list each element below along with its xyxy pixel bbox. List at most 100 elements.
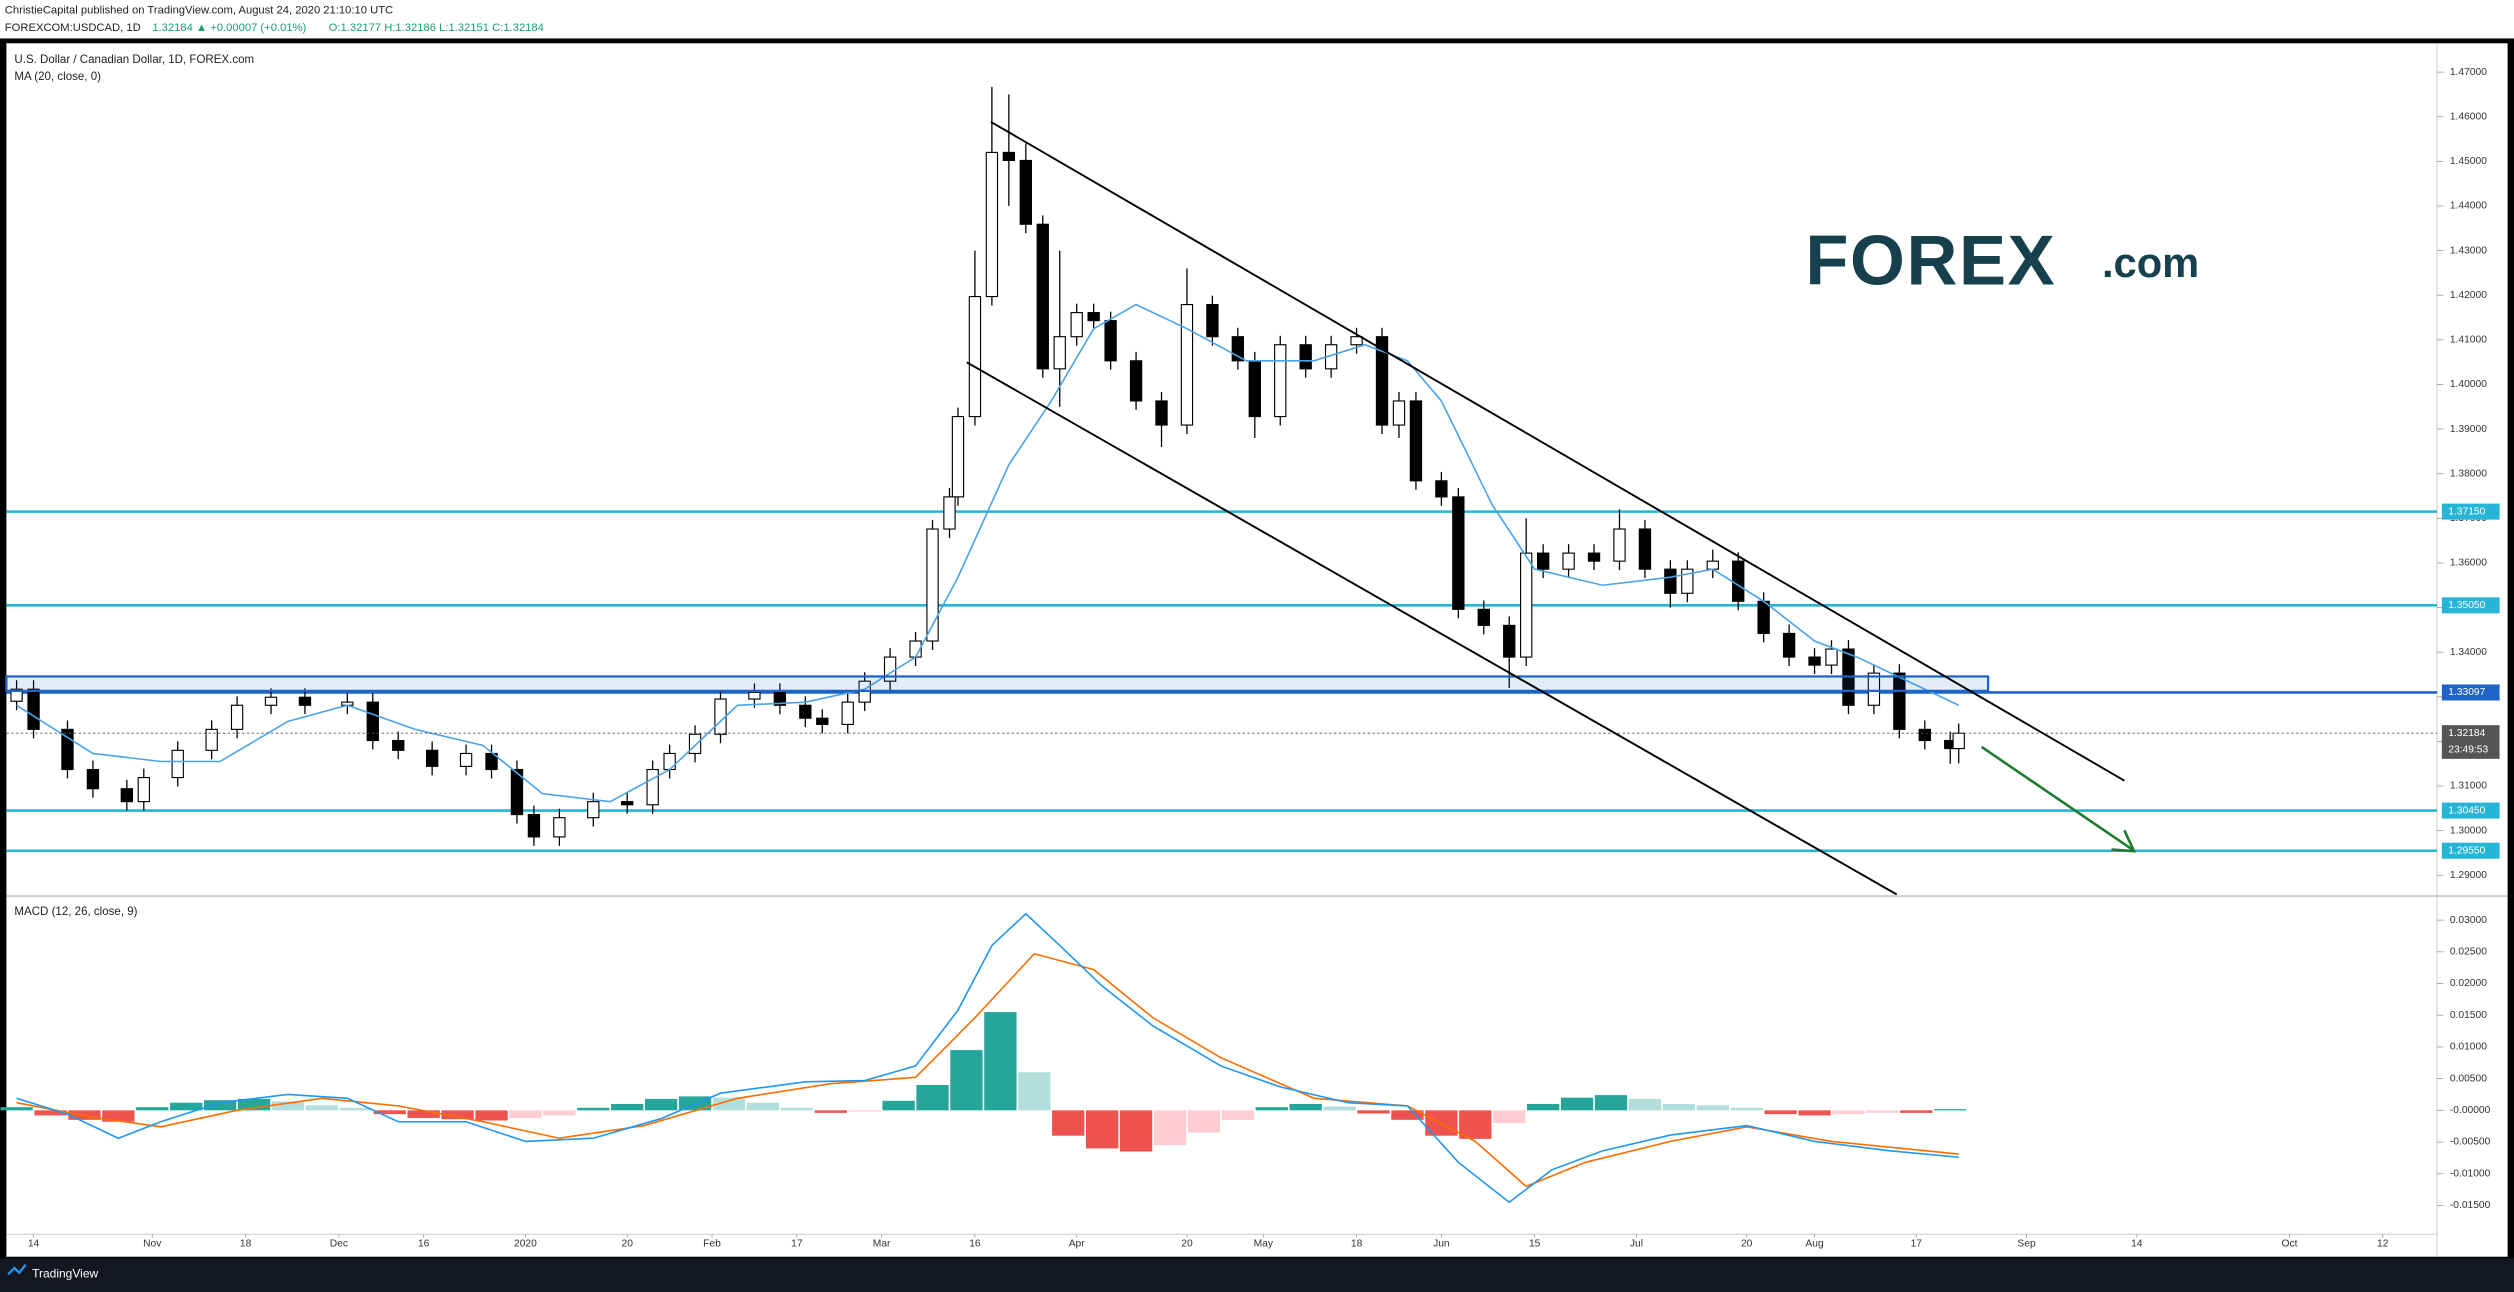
- histogram-bar: [1526, 1103, 1560, 1111]
- x-tick-label: 14: [28, 1239, 40, 1250]
- level-label: 1.29550: [2448, 845, 2485, 856]
- x-tick-label: May: [1254, 1239, 1274, 1250]
- histogram-bar: [1730, 1107, 1763, 1111]
- histogram-bar: [1153, 1110, 1187, 1146]
- histogram-bar: [1493, 1110, 1526, 1124]
- forecast-arrowhead: [2111, 829, 2137, 853]
- histogram-bar: [1323, 1106, 1356, 1111]
- histogram-bar: [1798, 1110, 1831, 1116]
- x-tick-label: Oct: [2281, 1239, 2297, 1250]
- x-tick-label: Mar: [873, 1239, 891, 1250]
- candle-body: [1180, 304, 1194, 426]
- change: 1.32184 ▲ +0.00007 (+0.01%): [152, 22, 306, 34]
- histogram-bar: [1391, 1110, 1424, 1120]
- histogram-bar: [136, 1107, 169, 1111]
- candle-body: [1664, 568, 1677, 594]
- histogram-bar: [1764, 1110, 1797, 1115]
- candle-body: [1918, 728, 1931, 742]
- level-label-bg: [2441, 503, 2500, 520]
- candle-body: [646, 768, 659, 806]
- histogram-bar: [1628, 1098, 1662, 1111]
- chart-area: [6, 43, 2508, 1257]
- histogram-bar: [203, 1100, 237, 1111]
- histogram-bar: [0, 1107, 33, 1111]
- signal-line: [16, 952, 1959, 1188]
- moving-average: [16, 303, 1960, 803]
- candle-body: [1782, 632, 1796, 658]
- candle-body: [1503, 624, 1516, 658]
- candle-body: [1808, 656, 1821, 666]
- x-tick-label: Aug: [1805, 1239, 1824, 1250]
- candle-body: [527, 814, 541, 838]
- histogram-bar: [1357, 1110, 1390, 1114]
- histogram-bar: [814, 1110, 847, 1113]
- candle-body: [1452, 496, 1465, 610]
- histogram-bar: [1560, 1097, 1594, 1111]
- candle-body: [663, 752, 676, 771]
- histogram-bar: [1594, 1095, 1628, 1111]
- x-tick-label: 14: [2131, 1239, 2143, 1250]
- candle-body: [366, 701, 379, 742]
- y-tick-label: 0.02500: [2450, 947, 2487, 958]
- candle-body: [1350, 336, 1363, 346]
- candle-body: [553, 817, 566, 838]
- level-label: 1.35050: [2448, 600, 2485, 611]
- histogram-bar: [1085, 1110, 1119, 1149]
- histogram-bar: [339, 1107, 372, 1111]
- candle-body: [1952, 732, 1965, 750]
- y-tick-label: 1.43000: [2450, 245, 2487, 256]
- header-bar: [0, 0, 2514, 39]
- histogram-bar: [1934, 1109, 1967, 1111]
- candle-body: [1893, 672, 1906, 730]
- candle-body: [1104, 320, 1117, 362]
- histogram-bar: [1119, 1110, 1153, 1152]
- histogram-bar: [950, 1050, 983, 1111]
- histogram-bar: [882, 1100, 915, 1111]
- y-tick-label: -0.00000: [2450, 1105, 2491, 1116]
- x-tick-label: 20: [1741, 1239, 1753, 1250]
- candle-body: [1002, 151, 1016, 162]
- histogram-bar: [1662, 1103, 1696, 1111]
- candle-body: [1638, 528, 1652, 570]
- histogram-bar: [543, 1110, 576, 1116]
- ma-legend: MA (20, close, 0): [14, 71, 101, 83]
- histogram-bar: [475, 1110, 508, 1121]
- histogram-bar: [34, 1110, 67, 1116]
- x-tick-label: Apr: [1069, 1239, 1086, 1250]
- y-tick-label: 1.31000: [2450, 781, 2487, 792]
- histogram-bar: [611, 1103, 644, 1111]
- x-tick-label: Jul: [1630, 1239, 1643, 1250]
- candle-body: [1825, 648, 1838, 666]
- histogram-bar: [984, 1012, 1017, 1111]
- histogram-bar: [1221, 1110, 1255, 1120]
- forecast-arrow: [1980, 745, 2134, 851]
- candle-body: [688, 733, 702, 755]
- histogram-bar: [271, 1101, 305, 1111]
- level-label-bg: [2441, 802, 2500, 819]
- candle-body: [621, 801, 634, 806]
- histogram-bar: [1866, 1110, 1899, 1113]
- candle-body: [985, 151, 999, 298]
- y-tick-label: 1.46000: [2450, 111, 2487, 122]
- candle-body: [61, 728, 74, 771]
- upper-trendline: [990, 120, 2125, 782]
- candle-body: [926, 528, 939, 642]
- histogram-bar: [1696, 1105, 1729, 1111]
- candle-body: [1681, 568, 1694, 594]
- candle-body: [1520, 552, 1533, 658]
- candle-body: [1536, 552, 1550, 570]
- macd-legend: MACD (12, 26, close, 9): [14, 906, 137, 918]
- candle-body: [1036, 223, 1049, 370]
- candle-body: [1231, 336, 1245, 362]
- y-tick-label: 0.00500: [2450, 1073, 2487, 1084]
- candle-body: [1155, 400, 1168, 426]
- plot: [0, 86, 2438, 1204]
- candle-body: [1019, 159, 1032, 225]
- candle-body: [86, 768, 100, 790]
- footer-brand: TradingView: [32, 1267, 98, 1281]
- publisher: ChristieCapital published on TradingView…: [5, 4, 393, 16]
- candle-body: [120, 788, 134, 803]
- y-tick-label: 0.02000: [2450, 978, 2487, 989]
- candle-body: [1477, 608, 1490, 626]
